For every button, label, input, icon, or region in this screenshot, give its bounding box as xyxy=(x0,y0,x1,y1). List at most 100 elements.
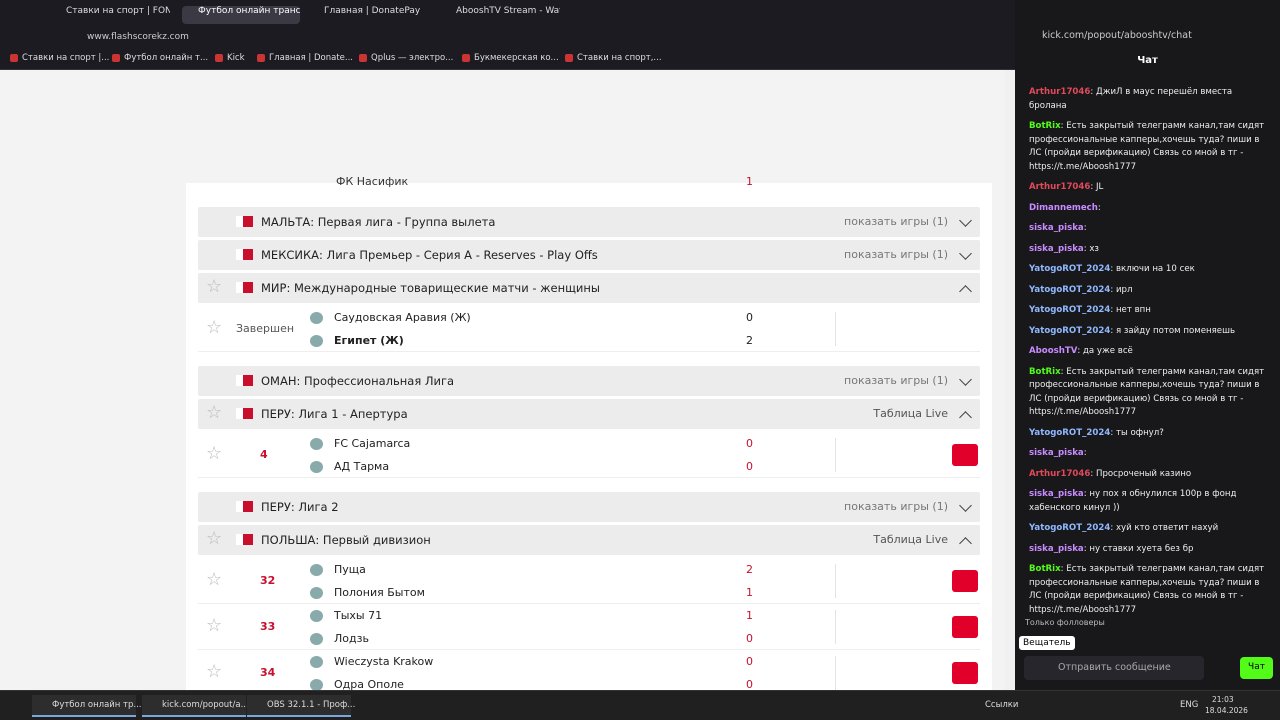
username[interactable]: BotRix xyxy=(1029,564,1061,574)
league-name: ОМАН: Профессиональная Лига xyxy=(261,374,455,388)
username[interactable]: Dimannemech xyxy=(1029,202,1098,213)
chat-message: YatogoROT_2024: хуй кто ответит нахуй xyxy=(1029,522,1267,536)
action[interactable]: показать игры (1) xyxy=(844,374,948,387)
task-button[interactable] xyxy=(32,695,136,717)
message-text: : xyxy=(1083,223,1087,233)
username[interactable]: YatogoROT_2024 xyxy=(1029,284,1111,295)
league-header[interactable]: МАЛЬТА: Первая лига - Группа вылета показ… xyxy=(198,207,980,237)
tab[interactable]: Футбол онлайн трансляц xyxy=(182,6,300,24)
star: ☆ xyxy=(206,615,223,636)
match-row[interactable]: ☆ 34 Wieczysta Krakow Одра Ополе 0 0 xyxy=(198,650,980,690)
username[interactable]: siska_piska xyxy=(1029,223,1084,233)
username[interactable]: siska_piska xyxy=(1029,448,1084,458)
chat-message: Arthur17046: ДжиЛ в маус перешёл вместа … xyxy=(1029,86,1267,113)
username[interactable]: siska_piska xyxy=(1029,543,1084,554)
league-name: ПОЛЬША: Первый дивизион xyxy=(261,533,431,547)
league-header[interactable]: ПЕРУ: Лига 2 показать игры (1) xyxy=(198,492,980,522)
chevron xyxy=(959,537,972,550)
chat-title: Чат xyxy=(1137,55,1158,66)
bookmark[interactable]: Букмекерская ко... xyxy=(462,53,559,63)
username[interactable]: BotRix xyxy=(1029,121,1061,131)
bookmark[interactable]: Ставки на спорт,... xyxy=(565,53,662,63)
bookmark[interactable]: Ставки на спорт |... xyxy=(10,53,109,63)
chat-message: siska_piska: ну ставки хуета без бр xyxy=(1029,543,1267,557)
home-score: 1 xyxy=(746,609,753,622)
bookmark[interactable]: Kick xyxy=(215,53,245,63)
chat-input[interactable]: Отправить сообщение xyxy=(1024,656,1204,680)
task-label[interactable]: kick.com/popout/a... xyxy=(162,700,249,710)
username[interactable]: YatogoROT_2024 xyxy=(1029,325,1111,336)
message-text: : Просроченый казино xyxy=(1090,468,1192,479)
action[interactable]: показать игры (1) xyxy=(844,215,948,228)
home-team: Wieczysta Krakow xyxy=(309,655,434,668)
bookmark[interactable]: Главная | Donate... xyxy=(257,53,353,63)
username[interactable]: Arthur17046 xyxy=(1029,182,1091,192)
status: Завершен xyxy=(236,322,295,335)
username[interactable]: Arthur17046 xyxy=(1029,468,1091,479)
action[interactable]: Таблица Live xyxy=(873,533,948,546)
live-button[interactable] xyxy=(952,570,978,592)
username[interactable]: YatogoROT_2024 xyxy=(1029,305,1111,315)
live-button[interactable] xyxy=(952,662,978,684)
send-button[interactable]: Чат xyxy=(1240,657,1273,679)
match-row[interactable]: ☆ Завершен Саудовская Аравия (Ж) Египет (Ж)… xyxy=(198,306,980,352)
username[interactable]: YatogoROT_2024 xyxy=(1029,264,1111,274)
username[interactable]: YatogoROT_2024 xyxy=(1029,523,1111,533)
tab[interactable]: AbooshTV Stream - Watch xyxy=(456,6,560,16)
username[interactable]: AbooshTV xyxy=(1029,346,1078,356)
league-list: МАЛЬТА: Первая лига - Группа вылета показ… xyxy=(198,207,980,690)
message-text: : Есть закрытый телеграмм канал,там сидя… xyxy=(1029,366,1265,418)
chevron xyxy=(959,499,972,512)
tab[interactable]: Главная | DonatePay xyxy=(324,6,421,16)
home-team: Пуща xyxy=(310,563,366,576)
message-text: : xyxy=(1097,202,1101,213)
task-button[interactable] xyxy=(247,695,351,717)
league-header[interactable]: МЕКСИКА: Лига Премьер - Серия A - Reserv… xyxy=(198,240,980,270)
flag xyxy=(236,216,253,227)
chat-message: siska_piska: хз xyxy=(1029,243,1267,257)
username[interactable]: Arthur17046 xyxy=(1029,87,1091,97)
score: 1 xyxy=(746,175,753,188)
away-team: Египет (Ж) xyxy=(310,334,404,347)
chat-message: Dimannemech: xyxy=(1029,202,1267,216)
action[interactable]: Таблица Live xyxy=(873,407,948,420)
bookmark[interactable]: Qplus — электро... xyxy=(359,53,453,63)
away-score: 0 xyxy=(746,460,753,473)
username[interactable]: YatogoROT_2024 xyxy=(1029,427,1111,438)
chat-message: siska_piska: xyxy=(1029,447,1267,461)
chat-panel xyxy=(1015,0,1280,690)
action[interactable]: показать игры (1) xyxy=(844,500,948,513)
username[interactable]: BotRix xyxy=(1029,366,1061,377)
league-header[interactable]: ☆ МИР: Международные товарищеские матчи -… xyxy=(198,273,980,303)
page: ФК Насифик 1 МАЛЬТА: Первая лига - Групп… xyxy=(0,70,1005,690)
chevron xyxy=(959,285,972,298)
task-label[interactable]: Футбол онлайн тр... xyxy=(52,700,142,710)
league-header[interactable]: ☆ ПЕРУ: Лига 1 - Апертура Таблица Live xyxy=(198,399,980,429)
star: ☆ xyxy=(206,528,223,549)
action[interactable]: показать игры (1) xyxy=(844,248,948,261)
gap xyxy=(198,478,980,492)
league-header[interactable]: ОМАН: Профессиональная Лига показать игры… xyxy=(198,366,980,396)
username[interactable]: siska_piska xyxy=(1029,243,1084,254)
tab-bar: Ставки на спорт | FON.BE Футбол онлайн тр… xyxy=(0,0,1015,30)
star: ☆ xyxy=(206,569,223,590)
username[interactable]: siska_piska xyxy=(1029,489,1084,499)
followers-only: Только фолловеры xyxy=(1025,618,1105,627)
star: ☆ xyxy=(206,276,223,297)
league-header[interactable]: ☆ ПОЛЬША: Первый дивизион Таблица Live xyxy=(198,525,980,555)
match-row[interactable]: ☆ 32 Пуща Полония Бытом 2 1 xyxy=(198,558,980,604)
url[interactable]: www.flashscorekz.com xyxy=(87,32,189,42)
tab[interactable]: Ставки на спорт | FON.BE xyxy=(66,6,170,16)
match-row[interactable]: ☆ 4 FC Cajamarca АД Тарма 0 0 xyxy=(198,432,980,478)
task-button[interactable] xyxy=(142,695,246,717)
chevron xyxy=(959,214,972,227)
bookmark[interactable]: Футбол онлайн т... xyxy=(112,53,208,63)
task-label[interactable]: OBS 32.1.1 - Проф... xyxy=(267,700,356,710)
match-row[interactable]: ☆ 33 Тыхы 71 Лодзь 1 0 xyxy=(198,604,980,650)
star: ☆ xyxy=(206,443,223,464)
message-text: : ты офнул? xyxy=(1110,427,1164,438)
chat-message: YatogoROT_2024: ты офнул? xyxy=(1029,427,1267,441)
league-name: ПЕРУ: Лига 1 - Апертура xyxy=(261,407,408,421)
live-button[interactable] xyxy=(952,616,978,638)
live-button[interactable] xyxy=(952,444,978,466)
